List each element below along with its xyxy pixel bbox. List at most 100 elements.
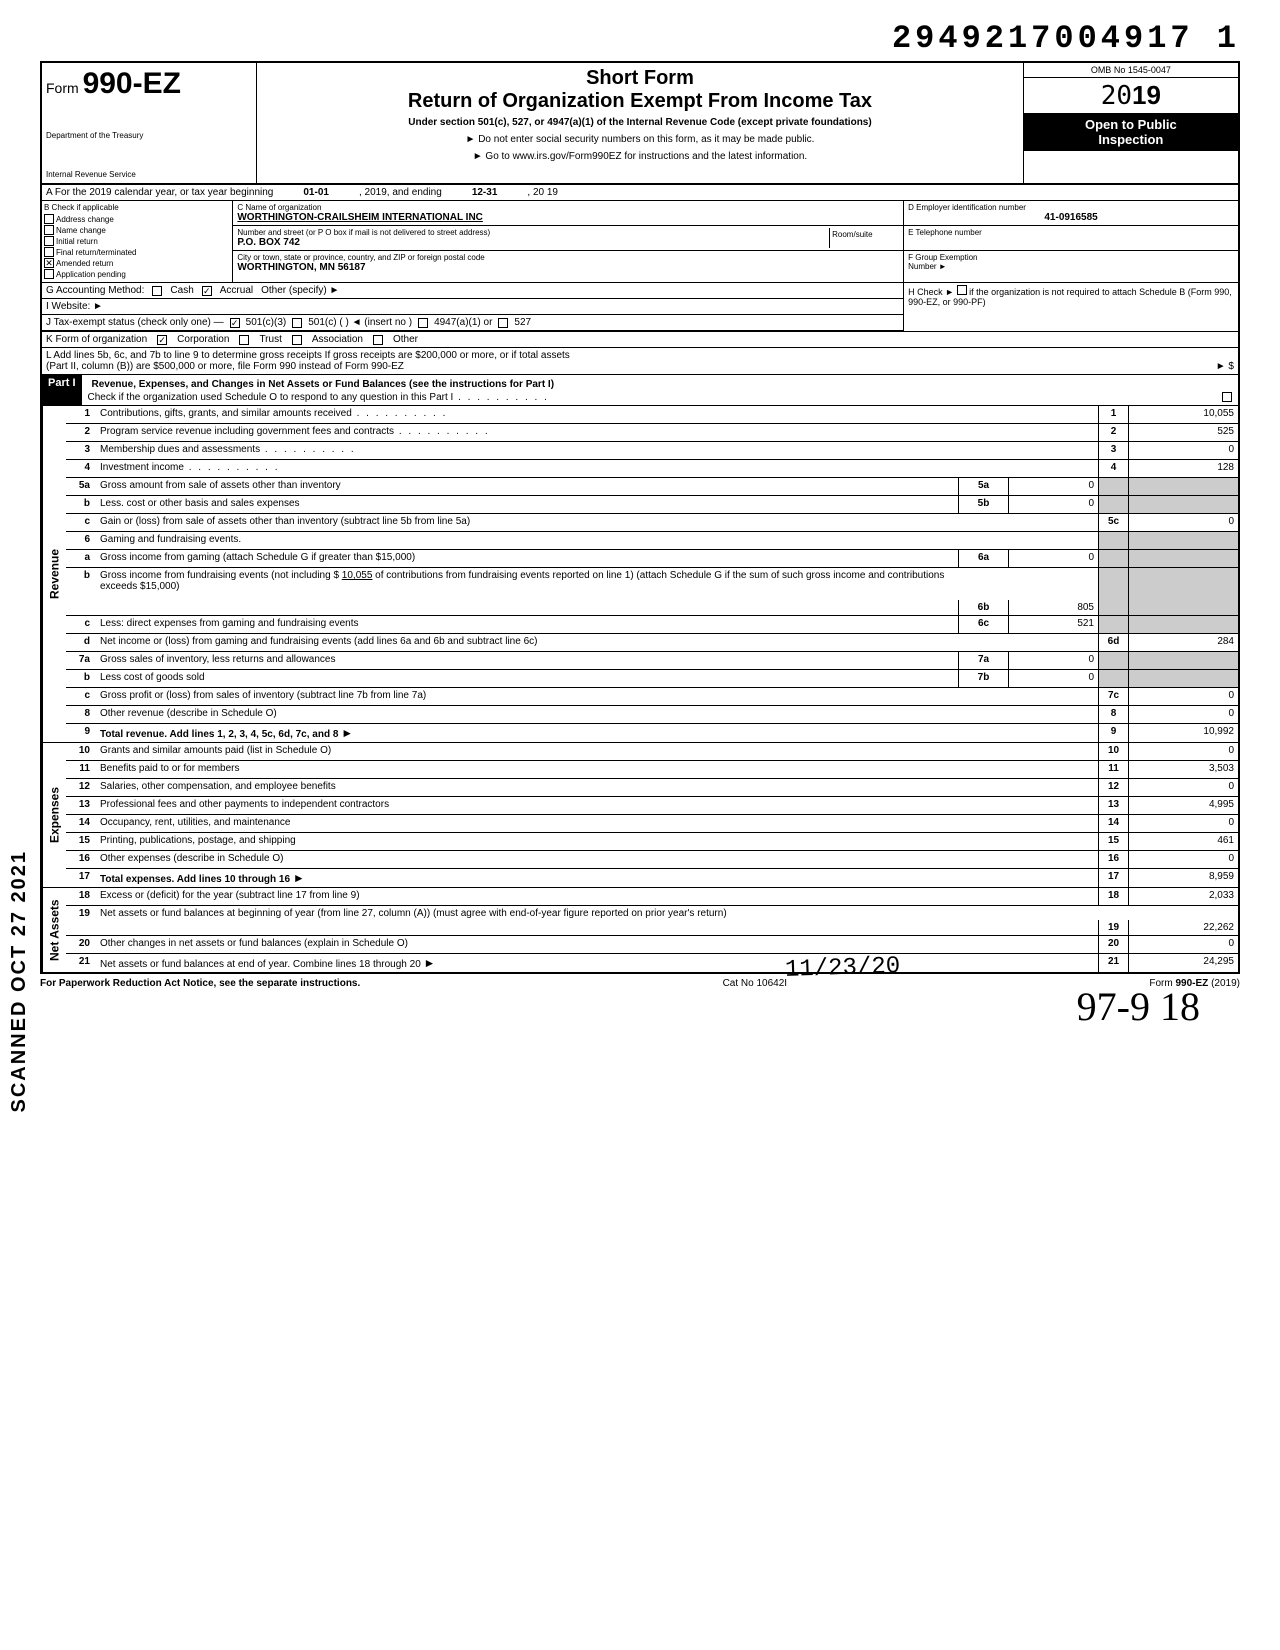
l-line1: L Add lines 5b, 6c, and 7b to line 9 to … bbox=[46, 350, 1234, 361]
cb-cash[interactable] bbox=[152, 286, 162, 296]
form-header: Form 990-EZ Department of the Treasury I… bbox=[40, 61, 1240, 185]
n8: 8 bbox=[66, 706, 96, 723]
v19: 22,262 bbox=[1128, 920, 1238, 935]
d9: Total revenue. Add lines 1, 2, 3, 4, 5c,… bbox=[96, 724, 1098, 742]
d5c: Gain or (loss) from sale of assets other… bbox=[96, 514, 1098, 531]
g7b bbox=[1098, 670, 1128, 687]
cb-amended[interactable]: ✕ bbox=[44, 258, 54, 268]
n6: 6 bbox=[66, 532, 96, 549]
b19: 19 bbox=[1098, 920, 1128, 935]
h-label: H Check ► bbox=[908, 287, 954, 297]
v4: 128 bbox=[1128, 460, 1238, 477]
cb-address[interactable] bbox=[44, 214, 54, 224]
d6: Gaming and fundraising events. bbox=[96, 532, 1098, 549]
cb-name-lbl: Name change bbox=[56, 226, 106, 235]
f-label: F Group Exemption bbox=[908, 253, 1234, 262]
n6b: b bbox=[66, 568, 96, 615]
d2: Program service revenue including govern… bbox=[96, 424, 1098, 441]
footer-mid: Cat No 10642I bbox=[723, 978, 788, 989]
d1: Contributions, gifts, grants, and simila… bbox=[96, 406, 1098, 423]
cb-address-lbl: Address change bbox=[56, 215, 114, 224]
row-a-mid: , 2019, and ending bbox=[359, 187, 442, 198]
n5b: b bbox=[66, 496, 96, 513]
cb-accrual[interactable]: ✓ bbox=[202, 286, 212, 296]
l-line2: (Part II, column (B)) are $500,000 or mo… bbox=[46, 361, 404, 372]
v10: 0 bbox=[1128, 743, 1238, 760]
d6c: Less: direct expenses from gaming and fu… bbox=[96, 616, 958, 633]
cb-501c[interactable] bbox=[292, 318, 302, 328]
cb-final[interactable] bbox=[44, 247, 54, 257]
k-trust: Trust bbox=[259, 334, 281, 345]
sv7b: 0 bbox=[1008, 670, 1098, 687]
c-addr: P.O. BOX 742 bbox=[237, 237, 829, 248]
cb-501c3[interactable]: ✓ bbox=[230, 318, 240, 328]
dept-treasury: Department of the Treasury bbox=[46, 131, 252, 140]
c-name: WORTHINGTON-CRAILSHEIM INTERNATIONAL INC bbox=[237, 212, 899, 223]
title-return: Return of Organization Exempt From Incom… bbox=[261, 90, 1018, 113]
g-cash: Cash bbox=[170, 285, 193, 296]
footer-left: For Paperwork Reduction Act Notice, see … bbox=[40, 978, 360, 989]
cb-name[interactable] bbox=[44, 225, 54, 235]
n7b: b bbox=[66, 670, 96, 687]
g-label: G Accounting Method: bbox=[46, 285, 144, 296]
g6 bbox=[1098, 532, 1128, 549]
d18: Excess or (deficit) for the year (subtra… bbox=[96, 888, 1098, 905]
b9: 9 bbox=[1098, 724, 1128, 742]
d7b: Less cost of goods sold bbox=[96, 670, 958, 687]
row-a-label: A For the 2019 calendar year, or tax yea… bbox=[46, 187, 273, 198]
d19: Net assets or fund balances at beginning… bbox=[96, 906, 1098, 935]
b8: 8 bbox=[1098, 706, 1128, 723]
d5b: Less. cost or other basis and sales expe… bbox=[96, 496, 958, 513]
d13: Professional fees and other payments to … bbox=[96, 797, 1098, 814]
d11: Benefits paid to or for members bbox=[96, 761, 1098, 778]
n12: 12 bbox=[66, 779, 96, 796]
b14: 14 bbox=[1098, 815, 1128, 832]
cb-other[interactable] bbox=[373, 335, 383, 345]
j-d: 527 bbox=[514, 317, 531, 328]
g-accrual: Accrual bbox=[220, 285, 253, 296]
tax-year: 2019 bbox=[1024, 78, 1238, 113]
cb-trust[interactable] bbox=[239, 335, 249, 345]
money-table: Revenue 1Contributions, gifts, grants, a… bbox=[40, 406, 1240, 974]
sv5b: 0 bbox=[1008, 496, 1098, 513]
k-label: K Form of organization bbox=[46, 334, 147, 345]
sb5a: 5a bbox=[958, 478, 1008, 495]
c-room-label: Room/suite bbox=[832, 230, 897, 239]
cb-corp[interactable]: ✓ bbox=[157, 335, 167, 345]
cb-initial[interactable] bbox=[44, 236, 54, 246]
cb-assoc[interactable] bbox=[292, 335, 302, 345]
e-label: E Telephone number bbox=[908, 228, 1234, 237]
d14: Occupancy, rent, utilities, and maintena… bbox=[96, 815, 1098, 832]
v21: 24,295 bbox=[1128, 954, 1238, 972]
v16: 0 bbox=[1128, 851, 1238, 868]
f-label2: Number ► bbox=[908, 262, 1234, 271]
n9: 9 bbox=[66, 724, 96, 742]
cb-h[interactable] bbox=[957, 285, 967, 295]
cb-pending-lbl: Application pending bbox=[56, 270, 126, 279]
n13: 13 bbox=[66, 797, 96, 814]
b5c: 5c bbox=[1098, 514, 1128, 531]
b12: 12 bbox=[1098, 779, 1128, 796]
n17: 17 bbox=[66, 869, 96, 887]
j-c: 4947(a)(1) or bbox=[434, 317, 492, 328]
v11: 3,503 bbox=[1128, 761, 1238, 778]
cb-part1-schedo[interactable] bbox=[1222, 392, 1232, 402]
part1-title: Revenue, Expenses, and Changes in Net As… bbox=[88, 377, 1232, 392]
d20: Other changes in net assets or fund bala… bbox=[96, 936, 1098, 953]
n7a: 7a bbox=[66, 652, 96, 669]
d6a: Gross income from gaming (attach Schedul… bbox=[96, 550, 958, 567]
c-city-label: City or town, state or province, country… bbox=[237, 253, 899, 262]
ga6a bbox=[1128, 550, 1238, 567]
n16: 16 bbox=[66, 851, 96, 868]
d5a: Gross amount from sale of assets other t… bbox=[96, 478, 958, 495]
cb-pending[interactable] bbox=[44, 269, 54, 279]
b3: 3 bbox=[1098, 442, 1128, 459]
contrib6b: 10,055 bbox=[342, 570, 373, 581]
header-left: Form 990-EZ Department of the Treasury I… bbox=[42, 63, 257, 183]
cb-initial-lbl: Initial return bbox=[56, 237, 98, 246]
n2: 2 bbox=[66, 424, 96, 441]
c-name-label: C Name of organization bbox=[237, 203, 899, 212]
cb-527[interactable] bbox=[498, 318, 508, 328]
b7c: 7c bbox=[1098, 688, 1128, 705]
cb-4947[interactable] bbox=[418, 318, 428, 328]
